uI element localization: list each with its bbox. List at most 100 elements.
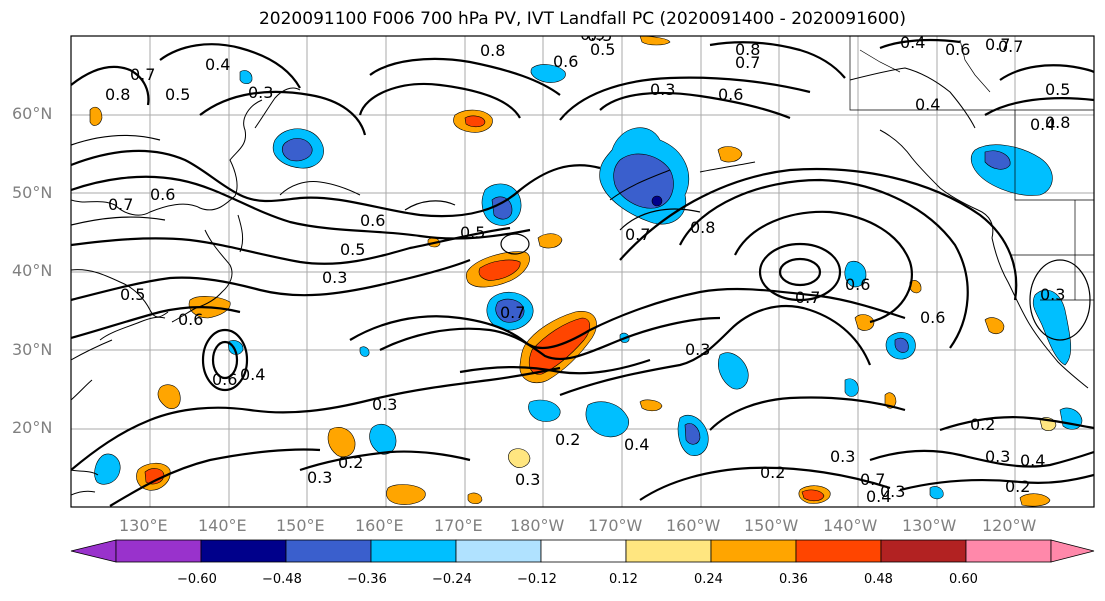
contour-label: 0.6 xyxy=(945,40,970,59)
contour-label: 0.3 xyxy=(372,395,397,414)
lon-label: 160°E xyxy=(355,516,404,535)
contour-label: 0.6 xyxy=(718,85,743,104)
contour-label: 0.8 xyxy=(690,218,715,237)
lat-label: 40°N xyxy=(12,261,53,280)
contour-label: 0.2 xyxy=(555,430,580,449)
colorbar-bin xyxy=(455,539,542,563)
pv-contours-thin xyxy=(71,134,1091,341)
contour-label: 0.7 xyxy=(625,225,650,244)
contour-label: 0.2 xyxy=(1005,477,1030,496)
contour-label: 0.8 xyxy=(480,41,505,60)
contour-label: 0.5 xyxy=(590,40,615,59)
contour-label: 0.5 xyxy=(587,26,612,45)
colorbar-tick-label: 0.36 xyxy=(779,572,808,587)
contour-label: 0.3 xyxy=(515,470,540,489)
contour-label: 0.7 xyxy=(795,288,820,307)
lat-label: 20°N xyxy=(12,418,53,437)
colorbar-tick-label: 0.48 xyxy=(864,572,893,587)
colorbar-bin xyxy=(200,539,287,563)
contour-label: 0.5 xyxy=(460,223,485,242)
colorbar-extend-high xyxy=(1050,539,1095,563)
contour-label: 0.6 xyxy=(150,185,175,204)
contour-labels: 0.8 0.5 0.8 0.7 0.5 0.6 0.5 0.7 0.7 0.4 … xyxy=(105,25,1070,506)
contour-label: 0.6 xyxy=(212,370,237,389)
contour-label: 0.6 xyxy=(360,211,385,230)
colorbar-bin xyxy=(370,539,457,563)
colorbar-tick-label: 0.60 xyxy=(949,572,978,587)
contour-label: 0.4 xyxy=(240,365,265,384)
colorbar-bin xyxy=(795,539,882,563)
contour-label: 0.8 xyxy=(1045,113,1070,132)
contour-label: 0.6 xyxy=(178,310,203,329)
contour-label: 0.5 xyxy=(1045,80,1070,99)
coastlines xyxy=(71,67,1089,496)
contour-label: 0.5 xyxy=(120,285,145,304)
grid-lines xyxy=(71,36,1094,507)
lon-label: 140°E xyxy=(198,516,247,535)
contour-label: 0.4 xyxy=(900,33,925,52)
contour-label: 0.4 xyxy=(866,487,891,506)
lon-label: 180°W xyxy=(510,516,565,535)
pv-contours xyxy=(71,38,1094,507)
contour-label: 0.3 xyxy=(685,340,710,359)
colorbar-tick-label: −0.24 xyxy=(432,572,472,587)
lat-label: 60°N xyxy=(12,104,53,123)
contour-label: 0.3 xyxy=(830,447,855,466)
colorbar-tick-label: 0.24 xyxy=(694,572,723,587)
colorbar-bin xyxy=(710,539,797,563)
colorbar-bin xyxy=(880,539,967,563)
contour-label: 0.4 xyxy=(915,95,940,114)
colorbar-tick-label: −0.36 xyxy=(347,572,387,587)
negative-anomaly-shading xyxy=(94,64,1083,500)
contour-label: 0.7 xyxy=(860,470,885,489)
contour-label: 0.2 xyxy=(338,453,363,472)
contour-label: 0.5 xyxy=(580,25,605,44)
contour-label: 0.3 xyxy=(985,447,1010,466)
lat-label: 50°N xyxy=(12,183,53,202)
contour-label: 0.4 xyxy=(205,55,230,74)
colorbar-bin xyxy=(625,539,712,563)
lon-label: 160°W xyxy=(666,516,721,535)
colorbar-bin xyxy=(540,539,627,563)
contour-label: 0.4 xyxy=(1020,451,1045,470)
contour-label: 0.8 xyxy=(735,40,760,59)
contour-label: 0.4 xyxy=(1030,115,1055,134)
contour-label: 0.7 xyxy=(735,53,760,72)
lon-label: 170°W xyxy=(588,516,643,535)
contour-label: 0.7 xyxy=(985,35,1010,54)
colorbar-tick-label: −0.48 xyxy=(262,572,302,587)
contour-label: 0.6 xyxy=(553,52,578,71)
contour-label: 0.3 xyxy=(307,468,332,487)
contour-label: 0.6 xyxy=(845,275,870,294)
lon-label: 130°W xyxy=(902,516,957,535)
contour-label: 0.3 xyxy=(322,268,347,287)
contour-label: 0.2 xyxy=(760,463,785,482)
contour-label: 0.3 xyxy=(248,83,273,102)
map-frame xyxy=(70,35,1095,508)
lat-label: 30°N xyxy=(12,340,53,359)
lon-label: 150°W xyxy=(744,516,799,535)
contour-label: 0.3 xyxy=(1040,285,1065,304)
political-borders xyxy=(849,36,1094,301)
contour-label: 0.8 xyxy=(105,85,130,104)
lon-label: 140°W xyxy=(823,516,878,535)
colorbar-tick-label: −0.12 xyxy=(517,572,557,587)
lon-label: 130°E xyxy=(119,516,168,535)
lon-label: 120°W xyxy=(982,516,1037,535)
contour-label: 0.7 xyxy=(108,195,133,214)
colorbar xyxy=(70,539,1095,563)
contour-label: 0.7 xyxy=(500,303,525,322)
contour-label: 0.7 xyxy=(998,37,1023,56)
colorbar-extend-low xyxy=(70,539,117,563)
chart-title: 2020091100 F006 700 hPa PV, IVT Landfall… xyxy=(258,9,906,29)
contour-label: 0.4 xyxy=(624,435,649,454)
colorbar-bin xyxy=(965,539,1052,563)
positive-anomaly-shading xyxy=(89,36,1057,507)
colorbar-tick-label: −0.60 xyxy=(177,572,217,587)
colorbar-bin xyxy=(115,539,202,563)
contour-label: 0.5 xyxy=(165,85,190,104)
contour-label: 0.6 xyxy=(920,308,945,327)
lon-label: 150°E xyxy=(276,516,325,535)
contour-label: 0.7 xyxy=(130,65,155,84)
